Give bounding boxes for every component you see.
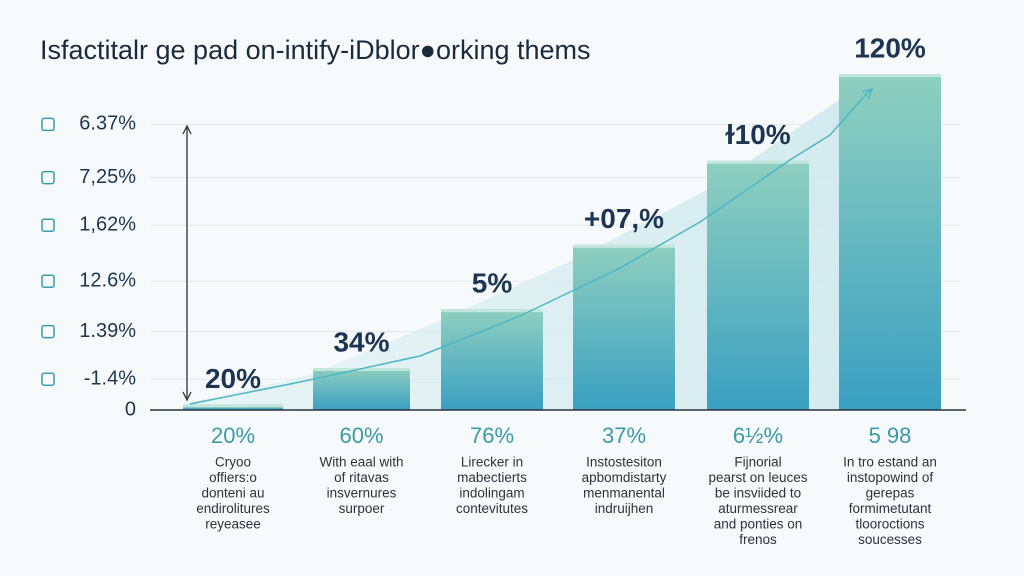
category-description: be insviided to [715, 486, 801, 501]
bar-cap [441, 309, 543, 313]
tick-icon [41, 218, 55, 232]
range-arrow-heads [182, 124, 192, 402]
category-label: 6½% [733, 423, 783, 448]
tick-icon [41, 274, 55, 288]
category-description: menmanental [583, 486, 665, 501]
chart-title: Isfactitalr ge pad on-intify-iDblor●orki… [40, 35, 591, 65]
value-annotation: 20% [205, 363, 261, 394]
trend-line [189, 89, 871, 405]
category-description: tlooroctions [855, 517, 924, 532]
value-annotation: 34% [333, 326, 389, 357]
category-description: formimetutant [849, 501, 932, 516]
y-tick-label: -1.4% [84, 367, 136, 389]
category-description: of ritavas [334, 470, 389, 485]
category-description: soucesses [858, 532, 922, 547]
category-description: With eaal with [319, 455, 403, 470]
value-annotation: 120% [854, 32, 926, 63]
category-description: In tro estand an [843, 455, 937, 470]
category-label: 60% [339, 423, 383, 448]
category-label: 20% [211, 423, 255, 448]
trend-arrow [861, 87, 874, 100]
bar [707, 160, 809, 410]
category-description: mabectierts [457, 470, 527, 485]
category-description: indolingam [459, 486, 524, 501]
bar [573, 244, 675, 410]
tick-icon [41, 170, 55, 185]
y-tick-label: 6.37% [79, 113, 136, 135]
category-description: indruijhen [595, 501, 654, 516]
tick-icon [41, 372, 55, 386]
category-description: pearst on leuces [708, 470, 807, 485]
category-description: gerepas [866, 486, 915, 501]
tick-icon [41, 117, 55, 132]
category-description: Lirecker in [461, 455, 523, 470]
category-description: frenos [739, 532, 777, 547]
category-description: donteni au [201, 486, 264, 501]
bar [441, 309, 543, 410]
bar [839, 74, 941, 410]
y-tick-label: 12.6% [79, 269, 136, 291]
bar-cap [183, 404, 283, 408]
category-label: 5 98 [869, 423, 912, 448]
value-annotation: ɫ10% [725, 119, 790, 150]
value-annotation: 5% [472, 268, 513, 299]
bar-cap [839, 74, 941, 77]
category-description: contevitutes [456, 501, 528, 516]
category-description: instopowind of [847, 470, 934, 485]
bar-cap [707, 160, 809, 164]
category-description: offiers:o [209, 470, 257, 485]
value-annotation: +07,% [584, 203, 664, 234]
category-description: apbomdistarty [582, 470, 667, 485]
category-description: Fijnorial [734, 455, 781, 470]
y-tick-label: 1.39% [79, 320, 136, 342]
category-label: 37% [602, 423, 646, 448]
bar-cap [573, 244, 675, 248]
category-label: 76% [470, 423, 514, 448]
category-description: Instostesiton [586, 455, 662, 470]
tick-icon [41, 324, 55, 339]
y-tick-label: 7,25% [79, 166, 136, 188]
category-description: endirolitures [196, 501, 270, 516]
category-description: surpoer [339, 501, 385, 516]
category-description: insvernures [327, 486, 397, 501]
category-description: and ponties on [714, 517, 803, 532]
y-tick-label: 1,62% [79, 213, 136, 235]
bar [313, 368, 410, 410]
category-description: Cryoo [215, 455, 251, 470]
bar-cap [313, 368, 410, 371]
y-tick-label: 0 [125, 398, 136, 420]
category-description: reyeasee [205, 517, 261, 532]
category-description: aturmessrear [718, 501, 798, 516]
